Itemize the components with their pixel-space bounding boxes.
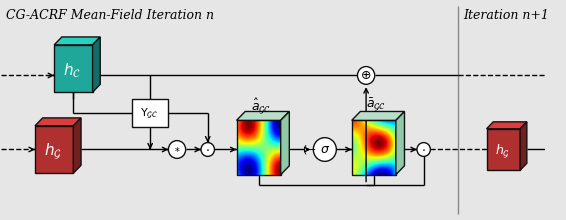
Text: Iteration n+1: Iteration n+1 xyxy=(463,9,549,22)
Polygon shape xyxy=(487,122,527,129)
Circle shape xyxy=(358,67,375,84)
Polygon shape xyxy=(35,118,81,126)
Polygon shape xyxy=(74,118,81,173)
Text: $*$: $*$ xyxy=(174,145,181,155)
Polygon shape xyxy=(35,126,74,173)
Text: $h_\mathcal{G}$: $h_\mathcal{G}$ xyxy=(44,141,62,162)
Polygon shape xyxy=(396,112,405,175)
Text: $\hat{a}_{\mathcal{GC}}$: $\hat{a}_{\mathcal{GC}}$ xyxy=(251,96,271,116)
Polygon shape xyxy=(520,122,527,170)
Text: $\cdot$: $\cdot$ xyxy=(421,143,426,156)
Text: $h_\mathcal{G}$: $h_\mathcal{G}$ xyxy=(495,143,510,160)
Text: CG-ACRF Mean-Field Iteration n: CG-ACRF Mean-Field Iteration n xyxy=(6,9,214,22)
Circle shape xyxy=(417,143,430,156)
Polygon shape xyxy=(54,45,93,92)
Polygon shape xyxy=(281,112,289,175)
Text: $\bar{a}_{\mathcal{GC}}$: $\bar{a}_{\mathcal{GC}}$ xyxy=(366,97,385,114)
Text: $h_\mathcal{C}$: $h_\mathcal{C}$ xyxy=(63,61,82,80)
Polygon shape xyxy=(237,112,289,120)
Text: $(-$: $(-$ xyxy=(302,143,317,156)
Text: $\sigma$: $\sigma$ xyxy=(320,143,330,156)
Circle shape xyxy=(201,143,215,156)
Text: $\Upsilon_{\mathcal{GC}}$: $\Upsilon_{\mathcal{GC}}$ xyxy=(140,107,158,121)
Polygon shape xyxy=(93,37,100,92)
Bar xyxy=(132,99,169,127)
Polygon shape xyxy=(351,112,405,120)
Circle shape xyxy=(314,138,336,161)
Text: $\oplus$: $\oplus$ xyxy=(361,70,372,82)
Text: $\cdot$: $\cdot$ xyxy=(205,143,210,156)
Circle shape xyxy=(169,141,186,158)
Polygon shape xyxy=(487,129,520,170)
Polygon shape xyxy=(54,37,100,45)
